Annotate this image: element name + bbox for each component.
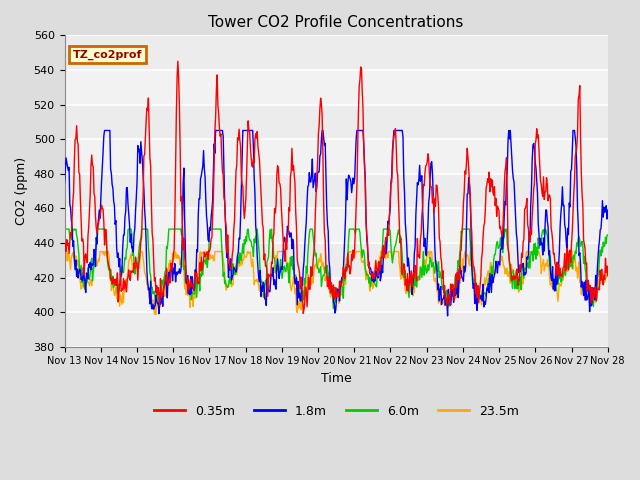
Bar (65, 36, 608, 70)
Bar (65, 243, 608, 277)
Text: TZ_co2prof: TZ_co2prof (73, 49, 142, 60)
Bar (65, 312, 608, 347)
Legend: 0.35m, 1.8m, 6.0m, 23.5m: 0.35m, 1.8m, 6.0m, 23.5m (148, 400, 524, 423)
Bar (65, 174, 608, 208)
X-axis label: Time: Time (321, 372, 351, 385)
Y-axis label: CO2 (ppm): CO2 (ppm) (15, 157, 28, 225)
Bar (65, 105, 608, 139)
Title: Tower CO2 Profile Concentrations: Tower CO2 Profile Concentrations (209, 15, 464, 30)
